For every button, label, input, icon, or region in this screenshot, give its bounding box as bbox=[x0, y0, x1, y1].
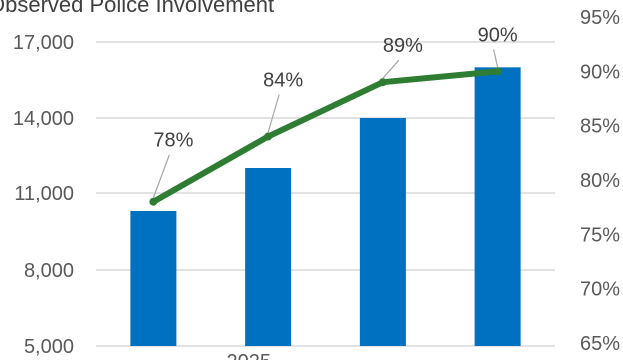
left-tick-label: 14,000 bbox=[13, 108, 74, 130]
line-path bbox=[150, 68, 501, 205]
leader-line bbox=[267, 94, 280, 133]
leader-line bbox=[382, 59, 400, 79]
line-point bbox=[149, 197, 158, 206]
leader-line bbox=[493, 49, 499, 68]
right-tick-label: 80% bbox=[580, 170, 620, 192]
line-series bbox=[149, 67, 502, 206]
right-axis-ticks: 65% 70% 75% 80% 85% 90% 95% bbox=[580, 7, 620, 355]
x-axis-ticks: 2025 bbox=[227, 351, 272, 360]
left-tick-label: 5,000 bbox=[24, 336, 74, 358]
right-tick-label: 65% bbox=[580, 333, 620, 355]
right-tick-label: 90% bbox=[580, 61, 620, 83]
leader-line bbox=[152, 154, 170, 198]
bar bbox=[130, 210, 177, 346]
left-tick-label: 8,000 bbox=[24, 260, 74, 282]
data-labels: 78% 84% 89% 90% bbox=[152, 24, 518, 198]
line-point bbox=[493, 67, 502, 76]
data-label: 84% bbox=[263, 70, 303, 92]
left-axis-ticks: 5,000 8,000 11,000 14,000 17,000 bbox=[13, 32, 74, 358]
data-label: 90% bbox=[478, 24, 518, 46]
bar-series bbox=[130, 67, 521, 346]
right-tick-label: 85% bbox=[580, 116, 620, 138]
chart-title: Observed Police Involvement bbox=[0, 0, 274, 17]
line-point bbox=[264, 132, 273, 141]
data-label: 78% bbox=[153, 130, 193, 152]
right-tick-label: 95% bbox=[580, 7, 620, 29]
right-tick-label: 75% bbox=[580, 224, 620, 246]
x-tick-label: 2025 bbox=[227, 351, 272, 360]
right-tick-label: 70% bbox=[580, 279, 620, 301]
bar bbox=[474, 67, 521, 346]
data-label: 89% bbox=[383, 35, 423, 57]
bar bbox=[359, 118, 406, 346]
bar bbox=[245, 168, 292, 346]
line-point bbox=[378, 78, 387, 87]
left-tick-label: 11,000 bbox=[14, 183, 74, 205]
left-tick-label: 17,000 bbox=[13, 32, 74, 54]
